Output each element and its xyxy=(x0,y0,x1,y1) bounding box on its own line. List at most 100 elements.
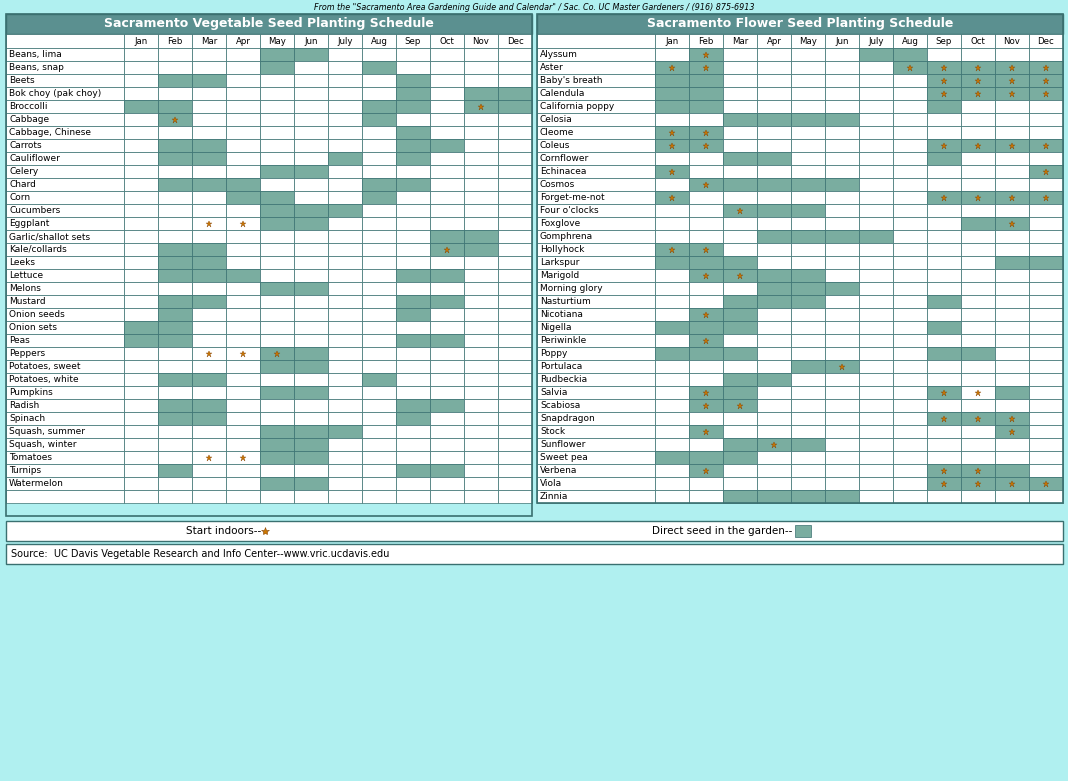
Bar xyxy=(396,100,430,113)
Bar xyxy=(430,61,464,74)
Bar xyxy=(328,269,362,282)
Bar xyxy=(723,61,757,74)
Text: Dec: Dec xyxy=(506,37,523,45)
Text: Sacramento Flower Seed Planting Schedule: Sacramento Flower Seed Planting Schedule xyxy=(647,17,953,30)
Bar xyxy=(859,412,893,425)
Bar xyxy=(294,256,328,269)
Bar xyxy=(464,178,498,191)
Bar xyxy=(6,87,124,100)
Bar xyxy=(859,61,893,74)
Bar xyxy=(192,191,226,204)
Bar xyxy=(824,360,859,373)
Bar xyxy=(396,126,430,139)
Bar xyxy=(192,373,226,386)
Bar xyxy=(537,295,655,308)
Bar xyxy=(226,269,260,282)
Bar xyxy=(6,544,1063,564)
Bar xyxy=(791,360,824,373)
Bar xyxy=(158,61,192,74)
Bar xyxy=(757,61,791,74)
Bar xyxy=(362,204,396,217)
Bar xyxy=(689,360,723,373)
Bar xyxy=(893,425,927,438)
Bar xyxy=(824,152,859,165)
Bar xyxy=(362,48,396,61)
Bar xyxy=(655,100,689,113)
Bar xyxy=(260,282,294,295)
Bar xyxy=(961,204,995,217)
Bar xyxy=(294,139,328,152)
Bar xyxy=(859,464,893,477)
Bar xyxy=(430,165,464,178)
Bar xyxy=(791,451,824,464)
Bar xyxy=(655,139,689,152)
Bar xyxy=(723,321,757,334)
Bar xyxy=(927,451,961,464)
Bar xyxy=(1028,139,1063,152)
Bar xyxy=(498,399,532,412)
Bar xyxy=(655,477,689,490)
Text: Carrots: Carrots xyxy=(9,141,42,150)
Bar xyxy=(995,113,1028,126)
Bar xyxy=(723,204,757,217)
Bar xyxy=(464,425,498,438)
Bar xyxy=(757,321,791,334)
Bar xyxy=(791,282,824,295)
Text: Hollyhock: Hollyhock xyxy=(540,245,584,254)
Bar xyxy=(824,61,859,74)
Text: Melons: Melons xyxy=(9,284,41,293)
Bar xyxy=(328,464,362,477)
Bar xyxy=(893,490,927,503)
Bar xyxy=(328,490,362,503)
Bar xyxy=(158,308,192,321)
Bar xyxy=(396,178,430,191)
Bar xyxy=(294,113,328,126)
Bar xyxy=(1028,321,1063,334)
Bar xyxy=(396,464,430,477)
Bar xyxy=(655,113,689,126)
Bar xyxy=(260,87,294,100)
Text: Potatoes, white: Potatoes, white xyxy=(9,375,79,384)
Bar xyxy=(328,217,362,230)
Bar xyxy=(260,191,294,204)
Bar xyxy=(294,48,328,61)
Bar xyxy=(537,386,655,399)
Bar xyxy=(757,74,791,87)
Bar xyxy=(226,139,260,152)
Bar xyxy=(464,61,498,74)
Bar xyxy=(430,399,464,412)
Bar xyxy=(893,113,927,126)
Bar xyxy=(723,386,757,399)
Bar xyxy=(757,165,791,178)
Bar xyxy=(791,139,824,152)
Bar xyxy=(396,87,430,100)
Bar xyxy=(328,347,362,360)
Bar xyxy=(689,464,723,477)
Bar xyxy=(396,243,430,256)
Text: Start indoors--: Start indoors-- xyxy=(186,526,261,536)
Bar xyxy=(893,360,927,373)
Bar xyxy=(757,217,791,230)
Bar xyxy=(791,477,824,490)
Bar xyxy=(961,347,995,360)
Bar xyxy=(464,269,498,282)
Bar xyxy=(260,126,294,139)
Bar xyxy=(927,152,961,165)
Bar xyxy=(655,178,689,191)
Bar xyxy=(961,256,995,269)
Bar xyxy=(6,521,1063,541)
Bar xyxy=(498,139,532,152)
Text: May: May xyxy=(799,37,817,45)
Bar xyxy=(859,477,893,490)
Bar xyxy=(824,464,859,477)
Bar xyxy=(6,438,124,451)
Text: Jan: Jan xyxy=(135,37,147,45)
Text: Echinacea: Echinacea xyxy=(540,167,586,176)
Text: From the "Sacramento Area Gardening Guide and Calendar" / Sac. Co. UC Master Gar: From the "Sacramento Area Gardening Guid… xyxy=(314,3,754,12)
Bar xyxy=(294,217,328,230)
Bar xyxy=(723,308,757,321)
Bar xyxy=(192,438,226,451)
Bar xyxy=(158,347,192,360)
Bar xyxy=(362,61,396,74)
Bar xyxy=(927,295,961,308)
